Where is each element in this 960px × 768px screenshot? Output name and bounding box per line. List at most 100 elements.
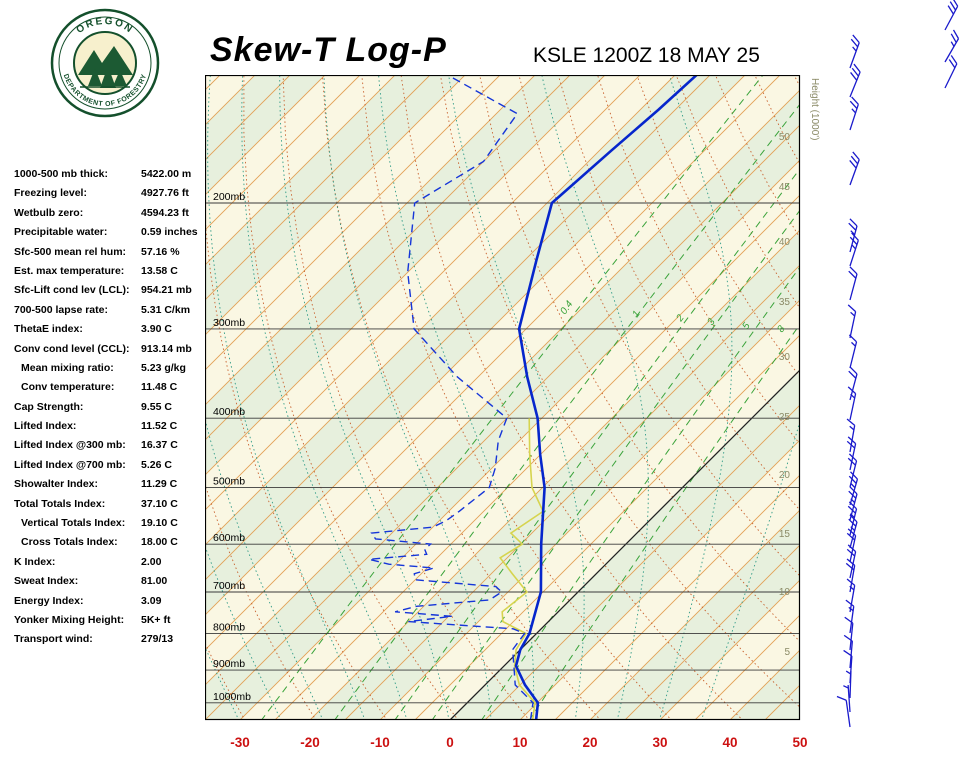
height-axis-title: Height (1000') (809, 78, 820, 141)
index-label: Yonker Mixing Height: (14, 613, 125, 626)
height-label: 30 (779, 352, 791, 363)
index-value: 3.90 C (141, 323, 172, 336)
index-row: Wetbulb zero: 4594.23 ft (14, 204, 219, 223)
index-value: 954.21 mb (141, 284, 192, 297)
x-axis-tick-label: 50 (792, 735, 807, 750)
plot-area (205, 75, 800, 720)
logo-tree (100, 66, 116, 88)
index-row: Sfc-500 mean rel hum: 57.16 % (14, 243, 219, 262)
index-value: 913.14 mb (141, 342, 192, 355)
index-label: Lifted Index: (14, 420, 77, 433)
height-label: 45 (779, 182, 791, 193)
height-label: 15 (779, 529, 791, 540)
wind-barb (944, 29, 960, 63)
wind-barb (944, 55, 958, 89)
index-value: 37.10 C (141, 497, 178, 510)
index-label: Freezing level: (14, 187, 87, 200)
index-label: K Index: (14, 555, 56, 568)
dry-adiabats (205, 75, 800, 720)
mixing-ratio-label: 3 (705, 316, 717, 327)
index-value: 81.00 (141, 575, 168, 588)
pressure-labels: 200mb 300mb 400mb 500mb 600mb 700mb 800mb 900mb… (213, 191, 251, 703)
index-row: Transport wind: 279/13 (14, 630, 219, 649)
x-axis-tick-label: 40 (722, 735, 737, 750)
index-row: Lifted Index @700 mb: 5.26 C (14, 456, 219, 475)
index-row: Energy Index: 3.09 (14, 592, 219, 611)
index-row: Mean mixing ratio: 5.23 g/kg (14, 359, 219, 378)
index-label: Conv temperature: (21, 381, 115, 394)
wind-barb-column: Height (1000') (809, 0, 960, 728)
wind-barb (848, 218, 858, 253)
wind-barb (849, 151, 860, 186)
mixing-ratio-lines (260, 75, 800, 720)
chart-border (205, 75, 801, 721)
index-row: 700-500 lapse rate: 5.31 C/km (14, 301, 219, 320)
wind-barb (847, 501, 858, 536)
index-label: Sfc-Lift cond lev (LCL): (14, 284, 130, 297)
index-row: Est. max temperature: 13.58 C (14, 262, 219, 281)
wind-barb (849, 96, 859, 131)
index-value: 4927.76 ft (141, 187, 189, 200)
index-value: 5.31 C/km (141, 303, 191, 316)
x-axis-tick-label: 0 (446, 735, 454, 750)
wind-barb (836, 695, 851, 728)
index-label: Sfc-500 mean rel hum: (14, 245, 127, 258)
pressure-label: 500mb (213, 476, 245, 488)
index-label: Total Totals Index: (14, 497, 106, 510)
x-axis-tick-label: 30 (652, 735, 667, 750)
index-value: 19.10 C (141, 517, 178, 530)
wind-barb (849, 63, 861, 98)
wetbulb-trace (499, 418, 545, 720)
wind-barb (846, 418, 856, 453)
wind-barb (846, 578, 856, 613)
index-label: ThetaE index: (14, 323, 83, 336)
index-row: Cap Strength: 9.55 C (14, 398, 219, 417)
moist-adiabats (205, 75, 800, 720)
odf-logo: OREGON DEPARTMENT OF FORESTRY (50, 8, 160, 123)
indices-panel: 1000-500 mb thick: 5422.00 m Freezing leve… (14, 165, 219, 650)
index-value: 11.29 C (141, 478, 178, 491)
temperature-trace (514, 75, 699, 720)
index-value: 279/13 (141, 633, 174, 646)
index-label: Cap Strength: (14, 400, 84, 413)
pressure-label: 300mb (213, 317, 245, 329)
pressure-lines (205, 202, 800, 704)
wind-barb (848, 514, 858, 549)
pressure-label: 1000mb (213, 691, 251, 703)
index-row: Conv temperature: 11.48 C (14, 378, 219, 397)
index-label: Lifted Index @700 mb: (14, 458, 126, 471)
index-value: 5.23 g/kg (141, 361, 186, 374)
index-value: 11.52 C (141, 420, 178, 433)
height-label: 10 (779, 587, 791, 598)
index-value: 4594.23 ft (141, 206, 189, 219)
index-row: K Index: 2.00 (14, 553, 219, 572)
index-label: Precipitable water: (14, 226, 108, 239)
index-row: Lifted Index: 11.52 C (14, 417, 219, 436)
index-label: Energy Index: (14, 594, 84, 607)
index-row: Conv cond level (CCL): 913.14 mb (14, 340, 219, 359)
wind-barb (848, 266, 858, 301)
isotherms (205, 75, 800, 720)
index-label: 700-500 lapse rate: (14, 303, 108, 316)
index-value: 5.26 C (141, 458, 172, 471)
wind-barb (845, 670, 852, 699)
wind-barbs (836, 0, 960, 728)
wind-barb (846, 544, 857, 579)
index-label: 1000-500 mb thick: (14, 168, 108, 180)
index-row: Yonker Mixing Height: 5K+ ft (14, 611, 219, 630)
index-row: Lifted Index @300 mb: 16.37 C (14, 436, 219, 455)
index-row: Vertical Totals Index: 19.10 C (14, 514, 219, 533)
index-row: Sweat Index: 81.00 (14, 572, 219, 591)
mixing-ratio-label: 8 (775, 323, 787, 334)
index-value: 5K+ ft (141, 613, 171, 626)
index-value: 9.55 C (141, 400, 172, 413)
height-labels: 50 45 40 35 30 25 20 15 10 5 (779, 132, 791, 658)
mixing-ratio-label: 1 (630, 309, 642, 320)
height-label: 20 (779, 470, 791, 481)
mixing-ratio-label: 5 (740, 320, 752, 331)
index-value: 11.48 C (141, 381, 178, 394)
x-axis-tick-label: 20 (582, 735, 597, 750)
index-row: Cross Totals Index: 18.00 C (14, 533, 219, 552)
index-value: 13.58 C (141, 264, 178, 277)
